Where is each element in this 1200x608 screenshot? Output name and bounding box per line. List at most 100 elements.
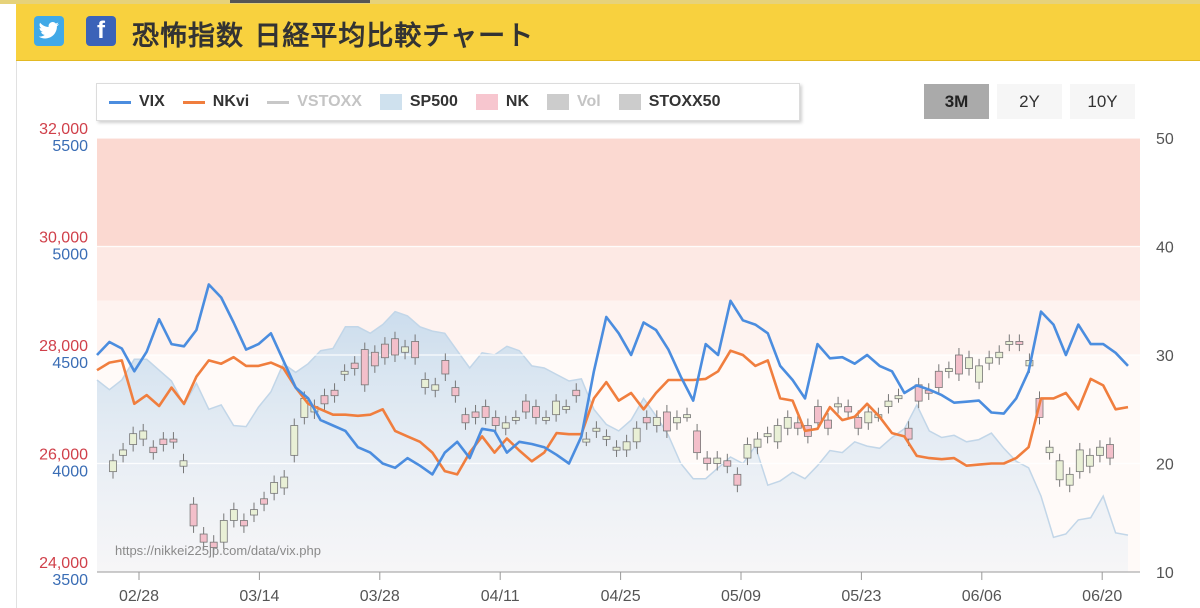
nk-candle-body bbox=[814, 406, 822, 424]
nk-candle-body bbox=[955, 354, 963, 375]
nk-candle-body bbox=[894, 395, 903, 400]
nk-candle bbox=[632, 421, 641, 449]
nk-candle bbox=[199, 527, 208, 550]
nk-candle-body bbox=[733, 473, 742, 486]
nk-candle bbox=[219, 513, 228, 550]
legend-item-vix[interactable]: VIX bbox=[109, 93, 165, 111]
nk-axis-tick: 28,000 bbox=[39, 338, 88, 355]
legend-item-vol[interactable]: Vol bbox=[547, 93, 601, 111]
nk-candle-body bbox=[381, 343, 389, 359]
nk-candle-body bbox=[864, 411, 873, 424]
range-selector: 3M 2Y 10Y bbox=[924, 84, 1135, 119]
nk-candle bbox=[995, 345, 1004, 365]
nk-candle bbox=[240, 513, 248, 533]
nk-candle-body bbox=[572, 389, 581, 397]
nk-candle-body bbox=[532, 406, 540, 418]
nk-candle-body bbox=[330, 389, 339, 397]
nk-candle bbox=[189, 497, 198, 533]
nk-candle bbox=[1045, 440, 1054, 460]
x-axis-tick: 04/25 bbox=[601, 588, 641, 605]
nk-candle bbox=[662, 404, 671, 438]
range-button-10y[interactable]: 10Y bbox=[1070, 84, 1135, 119]
range-button-3m[interactable]: 3M bbox=[924, 84, 989, 119]
nk-candle bbox=[461, 407, 470, 430]
nk-candle-body bbox=[1015, 341, 1024, 345]
nk-candle-body bbox=[179, 460, 188, 467]
legend-swatch bbox=[547, 94, 570, 110]
legend-item-nkvi[interactable]: NKvi bbox=[182, 93, 249, 111]
chart-legend: VIX NKvi VSTOXX SP500 NK Vol STOXX50 bbox=[96, 83, 800, 121]
nk-candle-body bbox=[1096, 446, 1104, 456]
nk-candle bbox=[290, 418, 299, 463]
nk-candle-body bbox=[391, 338, 399, 356]
nk-candle bbox=[1065, 467, 1074, 493]
legend-item-sp500[interactable]: SP500 bbox=[379, 93, 458, 111]
legend-item-nk[interactable]: NK bbox=[475, 93, 529, 111]
nk-candle-body bbox=[421, 379, 430, 388]
tab-edge bbox=[230, 0, 370, 3]
nk-candle-body bbox=[169, 438, 178, 443]
nk-candle bbox=[340, 364, 349, 381]
nk-candle-body bbox=[904, 427, 913, 440]
nk-candle bbox=[844, 399, 853, 419]
nk-candle bbox=[260, 491, 268, 512]
nk-candle bbox=[673, 410, 681, 430]
nk-candle bbox=[481, 399, 490, 425]
nk-candle bbox=[793, 415, 802, 436]
nk-candle-body bbox=[280, 476, 289, 489]
nk-candle bbox=[511, 410, 520, 425]
nk-candle bbox=[109, 453, 117, 479]
nk-candle-body bbox=[703, 457, 712, 464]
nk-candle bbox=[934, 364, 943, 395]
nk-candle-body bbox=[441, 360, 450, 375]
nk-candle bbox=[642, 410, 651, 430]
legend-swatch bbox=[182, 100, 205, 104]
band-0 bbox=[97, 138, 1140, 247]
twitter-share-button[interactable] bbox=[34, 16, 64, 46]
nk-candle-body bbox=[119, 449, 127, 456]
nk-candle-body bbox=[189, 503, 198, 527]
nk-candle-body bbox=[944, 368, 953, 372]
x-axis-tick: 03/28 bbox=[360, 588, 400, 605]
legend-label: Vol bbox=[577, 93, 601, 110]
nk-candle-body bbox=[632, 427, 641, 443]
nk-candle-body bbox=[159, 438, 168, 445]
nk-candle-body bbox=[884, 400, 893, 407]
nk-candle bbox=[391, 331, 399, 362]
sp-axis-tick: 5500 bbox=[52, 138, 88, 155]
legend-item-stoxx50[interactable]: STOXX50 bbox=[618, 93, 721, 111]
nk-candle-body bbox=[240, 520, 248, 527]
nk-candle-body bbox=[552, 400, 561, 416]
nk-candle bbox=[1055, 453, 1064, 487]
nk-candle-body bbox=[219, 520, 228, 543]
nk-candle-body bbox=[109, 460, 117, 473]
legend-item-vstoxx[interactable]: VSTOXX bbox=[267, 93, 362, 111]
range-button-2y[interactable]: 2Y bbox=[997, 84, 1062, 119]
nk-candle-body bbox=[199, 533, 208, 543]
nk-candle bbox=[129, 426, 138, 452]
facebook-share-button[interactable]: f bbox=[86, 16, 116, 46]
nk-candle-body bbox=[602, 435, 611, 440]
nk-axis-tick: 24,000 bbox=[39, 555, 88, 572]
nk-candle bbox=[683, 407, 691, 422]
nk-candle bbox=[471, 404, 480, 425]
nk-candle bbox=[270, 475, 279, 501]
vix-axis-tick: 20 bbox=[1156, 457, 1174, 474]
nk-candle bbox=[139, 423, 148, 447]
nk-candle bbox=[814, 399, 822, 430]
nk-candle-body bbox=[743, 444, 752, 459]
nk-axis-tick: 32,000 bbox=[39, 121, 88, 138]
nk-candle bbox=[169, 432, 178, 449]
nk-candle-body bbox=[451, 387, 460, 397]
nk-candle bbox=[229, 502, 238, 528]
nk-candle-body bbox=[854, 416, 863, 429]
legend-label: STOXX50 bbox=[648, 93, 721, 110]
nk-candle-body bbox=[652, 416, 661, 426]
nk-candle bbox=[572, 383, 581, 403]
nk-candle-body bbox=[975, 365, 983, 383]
vix-axis-tick: 10 bbox=[1156, 565, 1174, 582]
nk-candle bbox=[501, 415, 510, 436]
nk-candle bbox=[360, 342, 369, 392]
sp-axis-tick: 4500 bbox=[52, 355, 88, 372]
nk-candle bbox=[582, 432, 591, 447]
